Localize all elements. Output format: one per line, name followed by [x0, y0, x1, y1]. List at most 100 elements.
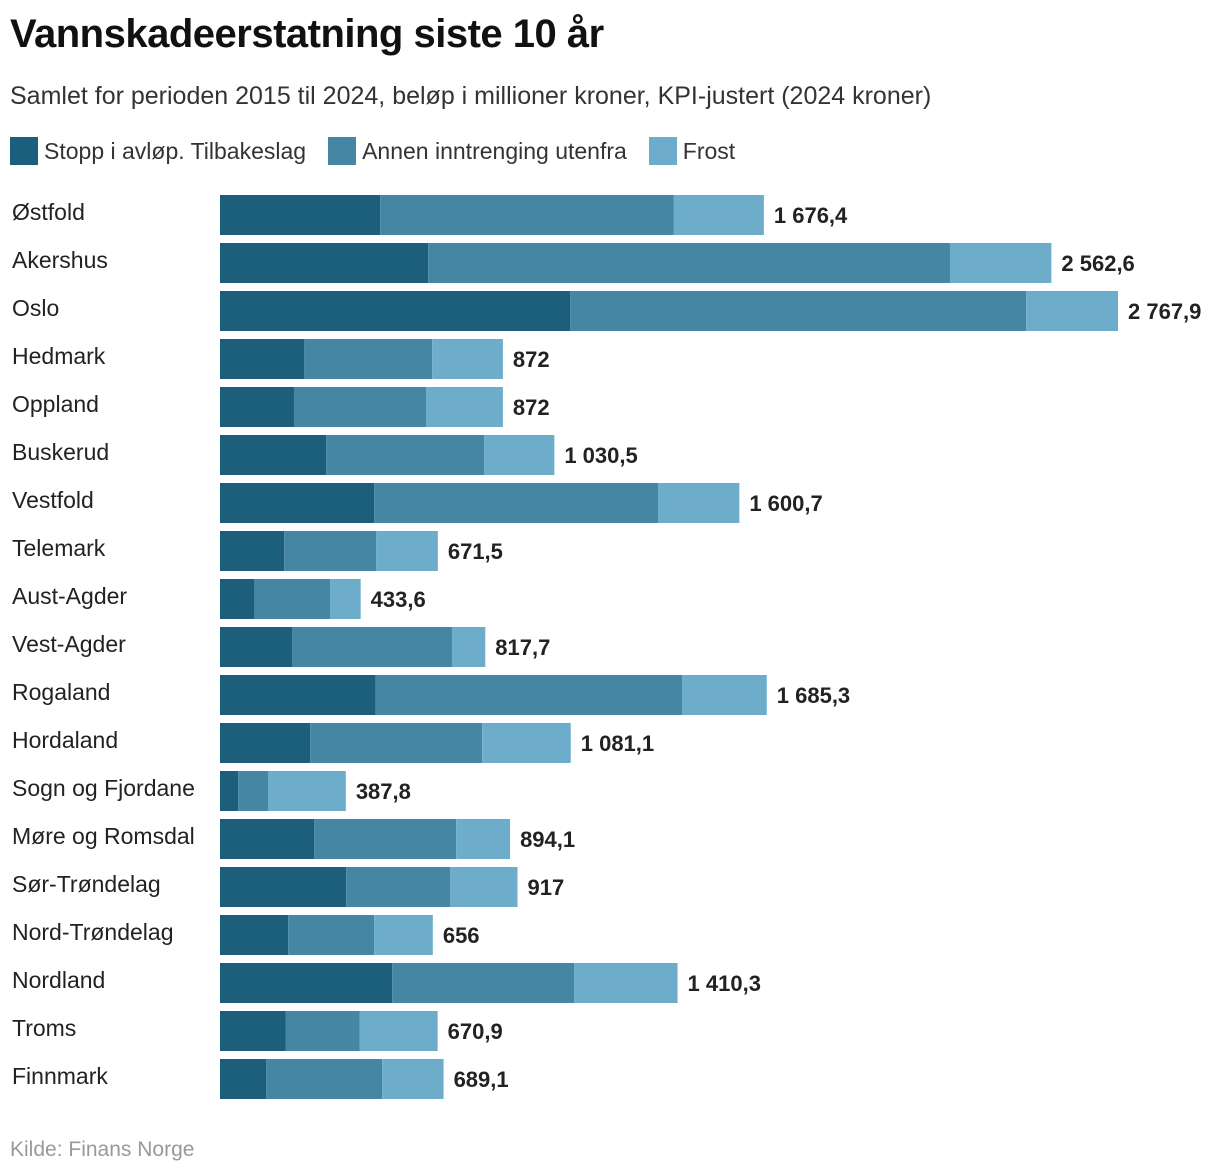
bar-segment-annen-row-4	[293, 387, 427, 427]
bar-segment-annen-row-9	[292, 627, 452, 667]
total-value-label: 894,1	[520, 827, 575, 852]
bar-segment-stopp-row-0	[220, 195, 381, 235]
legend: Stopp i avløp. Tilbakeslag Annen inntren…	[10, 137, 757, 165]
category-label: Vest-Agder	[12, 631, 126, 657]
stacked-bar-chart: Østfold 1 676,4 Akershus 2 562,6 Oslo 2 767,9…	[12, 195, 1201, 1099]
category-label: Nord-Trøndelag	[12, 919, 173, 945]
bar-segment-annen-row-15	[288, 915, 375, 955]
total-value-label: 689,1	[454, 1067, 509, 1092]
total-value-label: 1 410,3	[688, 971, 761, 996]
legend-item-stopp: Stopp i avløp. Tilbakeslag	[10, 137, 306, 165]
bar-segment-annen-row-12	[238, 771, 269, 811]
category-label: Østfold	[12, 199, 85, 225]
total-value-label: 2 767,9	[1128, 299, 1201, 324]
category-label: Hordaland	[12, 727, 118, 753]
category-label: Sogn og Fjordane	[12, 775, 195, 801]
category-label: Rogaland	[12, 679, 110, 705]
bar-segment-stopp-row-6	[220, 483, 375, 523]
bar-segment-annen-row-8	[254, 579, 331, 619]
total-value-label: 917	[528, 875, 565, 900]
category-label: Sør-Trøndelag	[12, 871, 161, 897]
legend-label-frost: Frost	[682, 137, 736, 164]
total-value-label: 433,6	[371, 587, 426, 612]
bar-segment-stopp-row-12	[220, 771, 239, 811]
bar-segment-annen-row-11	[310, 723, 483, 763]
total-value-label: 1 676,4	[774, 203, 848, 228]
bar-segment-frost-row-15	[374, 915, 433, 955]
bar-segment-frost-row-5	[484, 435, 555, 475]
bar-segment-frost-row-9	[451, 627, 486, 667]
category-label: Oppland	[12, 391, 99, 417]
bar-segment-stopp-row-14	[220, 867, 347, 907]
category-label: Hedmark	[12, 343, 106, 369]
total-value-label: 817,7	[495, 635, 550, 660]
bar-segment-frost-row-16	[574, 963, 678, 1003]
bar-segment-frost-row-12	[268, 771, 346, 811]
total-value-label: 872	[513, 395, 550, 420]
bar-segment-annen-row-13	[314, 819, 457, 859]
bar-segment-frost-row-8	[330, 579, 361, 619]
bar-segment-stopp-row-10	[220, 675, 376, 715]
category-label: Vestfold	[12, 487, 94, 513]
total-value-label: 1 081,1	[581, 731, 654, 756]
total-value-label: 656	[443, 923, 480, 948]
legend-swatch-annen	[328, 137, 357, 165]
source-note: Kilde: Finans Norge	[10, 1138, 195, 1161]
bar-segment-annen-row-3	[304, 339, 433, 379]
bar-segment-frost-row-1	[949, 243, 1052, 283]
category-label: Møre og Romsdal	[12, 823, 195, 849]
total-value-label: 1 600,7	[749, 491, 822, 516]
chart-subtitle: Samlet for perioden 2015 til 2024, beløp…	[10, 82, 932, 110]
bar-segment-stopp-row-1	[220, 243, 429, 283]
category-label: Buskerud	[12, 439, 109, 465]
category-label: Aust-Agder	[12, 583, 127, 609]
total-value-label: 1 030,5	[564, 443, 637, 468]
bar-segment-annen-row-1	[428, 243, 950, 283]
bar-segment-stopp-row-18	[220, 1059, 267, 1099]
category-label: Telemark	[12, 535, 106, 561]
total-value-label: 387,8	[356, 779, 411, 804]
bar-segment-stopp-row-9	[220, 627, 293, 667]
category-label: Nordland	[12, 967, 105, 993]
bar-segment-frost-row-14	[450, 867, 518, 907]
bar-segment-stopp-row-4	[220, 387, 294, 427]
bar-segment-frost-row-17	[359, 1011, 438, 1051]
bar-segment-annen-row-0	[380, 195, 674, 235]
bar-segment-stopp-row-17	[220, 1011, 286, 1051]
total-value-label: 872	[513, 347, 550, 372]
bar-segment-frost-row-11	[482, 723, 571, 763]
bar-segment-stopp-row-7	[220, 531, 285, 571]
bar-segment-stopp-row-13	[220, 819, 315, 859]
legend-swatch-frost	[648, 137, 677, 165]
bar-segment-annen-row-5	[326, 435, 485, 475]
bar-segment-frost-row-4	[426, 387, 503, 427]
category-label: Finnmark	[12, 1063, 108, 1089]
legend-label-annen: Annen inntrenging utenfra	[362, 137, 627, 164]
total-value-label: 1 685,3	[777, 683, 850, 708]
total-value-label: 670,9	[448, 1019, 503, 1044]
total-value-label: 671,5	[448, 539, 503, 564]
bar-segment-stopp-row-5	[220, 435, 327, 475]
legend-swatch-stopp	[10, 137, 38, 165]
bar-segment-annen-row-10	[375, 675, 682, 715]
bar-segment-stopp-row-2	[220, 291, 571, 331]
bar-segment-stopp-row-8	[220, 579, 255, 619]
legend-item-frost: Frost	[648, 137, 736, 165]
category-label: Troms	[12, 1015, 76, 1041]
category-label: Akershus	[12, 247, 108, 273]
bar-segment-stopp-row-15	[220, 915, 289, 955]
bar-segment-annen-row-7	[284, 531, 377, 571]
total-value-label: 2 562,6	[1061, 251, 1134, 276]
bar-segment-annen-row-17	[285, 1011, 360, 1051]
bar-segment-frost-row-3	[432, 339, 503, 379]
bar-segment-annen-row-2	[570, 291, 1027, 331]
bar-segment-stopp-row-11	[220, 723, 311, 763]
chart-title: Vannskadeerstatning siste 10 år	[10, 12, 604, 56]
bar-segment-annen-row-6	[374, 483, 658, 523]
bar-segment-frost-row-13	[456, 819, 511, 859]
bar-segment-frost-row-6	[657, 483, 740, 523]
category-label: Oslo	[12, 295, 59, 321]
legend-label-stopp: Stopp i avløp. Tilbakeslag	[44, 137, 307, 164]
bar-segment-frost-row-7	[376, 531, 438, 571]
bar-segment-stopp-row-3	[220, 339, 305, 379]
